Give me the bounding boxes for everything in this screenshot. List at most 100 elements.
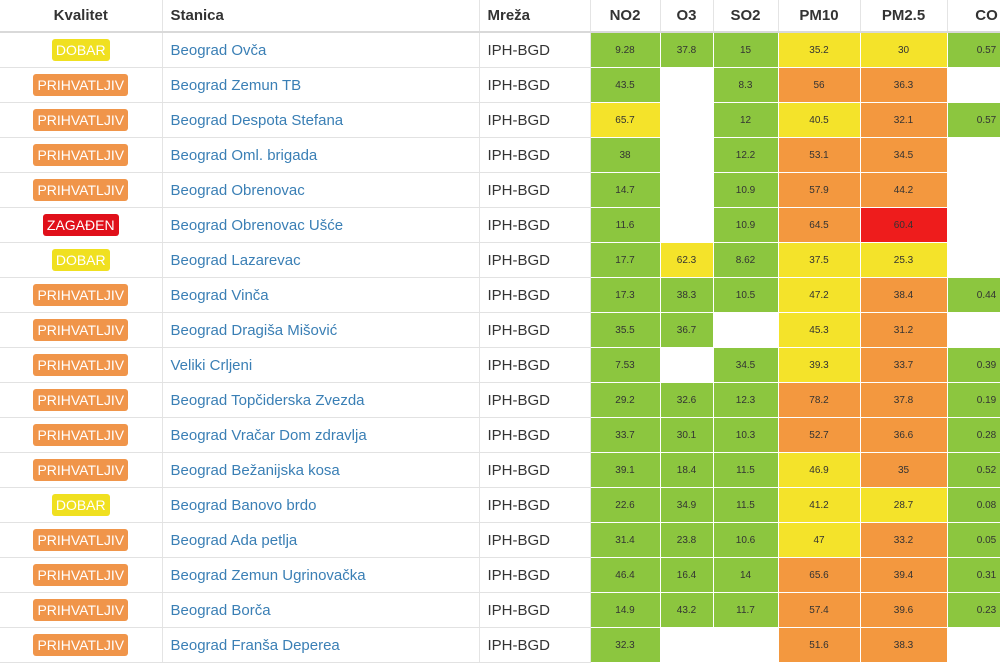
so2-value-cell: 15 (713, 32, 779, 68)
o3-value-cell: 34.9 (660, 487, 714, 523)
pm25-value-cell: 38.4 (860, 277, 948, 313)
quality-cell: PRIHVATLJIV (0, 347, 163, 383)
station-link[interactable]: Beograd Borča (162, 592, 480, 628)
station-link[interactable]: Beograd Banovo brdo (162, 487, 480, 523)
station-link[interactable]: Beograd Zemun Ugrinovačka (162, 557, 480, 593)
table-row: PRIHVATLJIV Beograd Obrenovac IPH-BGD 14.7 1… (0, 172, 1000, 208)
pm10-value-cell: 41.2 (778, 487, 861, 523)
pm10-value-cell: 65.6 (778, 557, 861, 593)
network-cell: IPH-BGD (479, 627, 591, 663)
station-link[interactable]: Beograd Obrenovac (162, 172, 480, 208)
station-link[interactable]: Beograd Topčiderska Zvezda (162, 382, 480, 418)
pm25-value-cell: 33.7 (860, 347, 948, 383)
quality-badge: PRIHVATLJIV (33, 109, 129, 131)
pm10-value-cell: 57.4 (778, 592, 861, 628)
network-cell: IPH-BGD (479, 592, 591, 628)
pm10-value-cell: 51.6 (778, 627, 861, 663)
quality-cell: PRIHVATLJIV (0, 67, 163, 103)
station-link[interactable]: Beograd Oml. brigada (162, 137, 480, 173)
header-station[interactable]: Stanica (162, 0, 480, 33)
pm25-value-cell: 33.2 (860, 522, 948, 558)
pm10-value-cell: 47 (778, 522, 861, 558)
quality-badge: PRIHVATLJIV (33, 284, 129, 306)
no2-value-cell: 31.4 (590, 522, 661, 558)
quality-badge: PRIHVATLJIV (33, 144, 129, 166)
table-row: PRIHVATLJIV Beograd Borča IPH-BGD 14.9 43.2 1… (0, 592, 1000, 628)
quality-badge: PRIHVATLJIV (33, 459, 129, 481)
quality-cell: PRIHVATLJIV (0, 312, 163, 348)
network-cell: IPH-BGD (479, 102, 591, 138)
pm25-value-cell: 36.6 (860, 417, 948, 453)
o3-value-cell: 36.7 (660, 312, 714, 348)
co-value-cell: 0.44 (947, 277, 1000, 313)
station-link[interactable]: Beograd Vračar Dom zdravlja (162, 417, 480, 453)
quality-cell: PRIHVATLJIV (0, 417, 163, 453)
network-cell: IPH-BGD (479, 242, 591, 278)
quality-badge: PRIHVATLJIV (33, 599, 129, 621)
header-quality[interactable]: Kvalitet (0, 0, 163, 33)
header-co[interactable]: CO (947, 0, 1000, 33)
table-body: DOBAR Beograd Ovča IPH-BGD 9.28 37.8 15 35.2 30… (0, 32, 1000, 663)
station-link[interactable]: Beograd Obrenovac Ušće (162, 207, 480, 243)
quality-cell: PRIHVATLJIV (0, 382, 163, 418)
o3-value-cell (660, 67, 714, 103)
so2-value-cell (713, 627, 779, 663)
station-link[interactable]: Beograd Vinča (162, 277, 480, 313)
station-link[interactable]: Beograd Dragiša Mišović (162, 312, 480, 348)
table-row: DOBAR Beograd Ovča IPH-BGD 9.28 37.8 15 35.2 30… (0, 32, 1000, 68)
pm25-value-cell: 39.4 (860, 557, 948, 593)
network-cell: IPH-BGD (479, 522, 591, 558)
station-link[interactable]: Beograd Ovča (162, 32, 480, 68)
quality-cell: PRIHVATLJIV (0, 452, 163, 488)
table-row: PRIHVATLJIV Beograd Ada petlja IPH-BGD 31.4… (0, 522, 1000, 558)
quality-badge: PRIHVATLJIV (33, 564, 129, 586)
station-link[interactable]: Beograd Bežanijska kosa (162, 452, 480, 488)
pm25-value-cell: 25.3 (860, 242, 948, 278)
co-value-cell: 0.31 (947, 557, 1000, 593)
quality-cell: DOBAR (0, 242, 163, 278)
header-pm10[interactable]: PM10 (778, 0, 861, 33)
o3-value-cell: 37.8 (660, 32, 714, 68)
co-value-cell: 0.52 (947, 452, 1000, 488)
station-link[interactable]: Veliki Crljeni (162, 347, 480, 383)
table-row: PRIHVATLJIV Beograd Topčiderska Zvezda IPH… (0, 382, 1000, 418)
co-value-cell: 0.08 (947, 487, 1000, 523)
table-row: PRIHVATLJIV Beograd Vračar Dom zdravlja IP… (0, 417, 1000, 453)
pm10-value-cell: 40.5 (778, 102, 861, 138)
pm10-value-cell: 37.5 (778, 242, 861, 278)
quality-cell: PRIHVATLJIV (0, 627, 163, 663)
header-no2[interactable]: NO2 (590, 0, 661, 33)
co-value-cell: 0.05 (947, 522, 1000, 558)
station-link[interactable]: Beograd Despota Stefana (162, 102, 480, 138)
header-pm25[interactable]: PM2.5 (860, 0, 948, 33)
pm10-value-cell: 78.2 (778, 382, 861, 418)
station-link[interactable]: Beograd Zemun TB (162, 67, 480, 103)
so2-value-cell (713, 312, 779, 348)
quality-cell: PRIHVATLJIV (0, 172, 163, 208)
pm10-value-cell: 52.7 (778, 417, 861, 453)
so2-value-cell: 11.7 (713, 592, 779, 628)
station-link[interactable]: Beograd Lazarevac (162, 242, 480, 278)
so2-value-cell: 10.9 (713, 172, 779, 208)
quality-badge: PRIHVATLJIV (33, 529, 129, 551)
o3-value-cell (660, 347, 714, 383)
header-so2[interactable]: SO2 (713, 0, 779, 33)
no2-value-cell: 39.1 (590, 452, 661, 488)
o3-value-cell: 43.2 (660, 592, 714, 628)
station-link[interactable]: Beograd Franša Deperea (162, 627, 480, 663)
pm10-value-cell: 45.3 (778, 312, 861, 348)
quality-cell: DOBAR (0, 32, 163, 68)
header-network[interactable]: Mreža (479, 0, 591, 33)
no2-value-cell: 14.9 (590, 592, 661, 628)
co-value-cell: 0.57 (947, 102, 1000, 138)
table-row: DOBAR Beograd Banovo brdo IPH-BGD 22.6 34.9 1… (0, 487, 1000, 523)
quality-badge: DOBAR (51, 494, 110, 516)
network-cell: IPH-BGD (479, 452, 591, 488)
co-value-cell: 0.57 (947, 32, 1000, 68)
station-link[interactable]: Beograd Ada petlja (162, 522, 480, 558)
quality-badge: PRIHVATLJIV (33, 389, 129, 411)
no2-value-cell: 65.7 (590, 102, 661, 138)
header-o3[interactable]: O3 (660, 0, 714, 33)
table-row: PRIHVATLJIV Beograd Zemun TB IPH-BGD 43.5 8.… (0, 67, 1000, 103)
